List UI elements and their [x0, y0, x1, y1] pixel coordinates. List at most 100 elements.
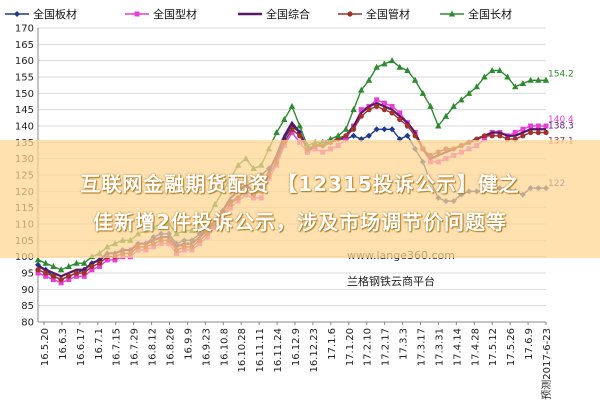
end-value-label: 154.2	[548, 69, 574, 79]
data-point	[358, 113, 364, 119]
data-point	[97, 263, 103, 269]
y-tick-label: 145	[15, 105, 34, 116]
y-tick-label: 85	[21, 301, 34, 312]
legend-entry: 全国板材	[5, 7, 77, 21]
data-point	[397, 116, 403, 123]
y-tick-label: 155	[15, 73, 34, 84]
data-point	[374, 97, 380, 103]
data-point	[96, 260, 103, 266]
x-tick-label: 17.1.20	[345, 328, 356, 366]
y-tick-label: 90	[21, 285, 34, 296]
data-point	[389, 126, 396, 133]
legend-label: 全国管材	[366, 7, 410, 21]
data-point	[512, 83, 519, 90]
data-point	[288, 102, 296, 109]
data-point	[497, 133, 503, 139]
data-point	[366, 107, 372, 113]
x-tick-label: 17.4.14	[452, 328, 463, 366]
x-tick-label: 17.3.31	[434, 328, 445, 366]
legend-label: 全国型材	[153, 7, 197, 21]
data-point	[520, 126, 526, 132]
data-point	[289, 130, 295, 136]
data-point	[435, 122, 442, 129]
data-point	[528, 123, 534, 129]
legend-label: 全国长材	[468, 7, 512, 21]
data-point	[388, 57, 396, 64]
data-point	[465, 89, 473, 96]
data-point	[411, 76, 419, 83]
x-tick-label: 16.11.24	[273, 328, 284, 373]
data-point	[273, 129, 280, 136]
x-tick-label: 16.12.23	[309, 328, 320, 373]
x-tick-label: 16.5.20	[40, 328, 51, 366]
data-point	[104, 257, 110, 263]
data-point	[504, 73, 511, 80]
data-point	[342, 125, 350, 132]
data-point	[89, 267, 95, 273]
data-point	[50, 273, 56, 279]
data-point	[58, 276, 64, 283]
x-tick-label: 17.4.28	[470, 328, 481, 366]
x-tick-label: 16.10.8	[219, 328, 230, 366]
legend: 全国板材 全国型材 全国综合 全国管材 全国长材	[5, 7, 512, 21]
data-point	[43, 273, 49, 279]
data-point	[373, 63, 380, 70]
data-point	[519, 80, 527, 87]
data-point	[57, 266, 65, 273]
data-point	[358, 107, 364, 113]
legend-entry: 全国长材	[440, 7, 512, 21]
legend-entry: 全国管材	[338, 7, 410, 21]
data-point	[134, 11, 140, 17]
data-point	[374, 103, 380, 109]
data-point	[404, 123, 411, 129]
data-point	[112, 257, 118, 263]
x-tick-label: 17.6.9	[524, 328, 535, 360]
data-point	[350, 106, 357, 113]
data-point	[543, 129, 549, 136]
data-point	[381, 60, 388, 67]
data-point	[347, 11, 353, 17]
data-point	[489, 133, 495, 139]
data-point	[66, 277, 72, 283]
x-tick-label: 16.9.23	[201, 328, 212, 366]
data-point	[404, 66, 411, 73]
data-point	[73, 273, 79, 279]
data-point	[528, 129, 534, 136]
data-point	[14, 11, 20, 17]
data-point	[89, 263, 95, 270]
y-tick-label: 170	[15, 24, 34, 35]
data-point	[350, 126, 357, 132]
x-tick-label: 16.9.9	[183, 328, 194, 360]
banner-line-1[interactable]: 互联网金融期货配资 【12315投诉公示】健之	[80, 172, 520, 196]
data-point	[397, 110, 403, 116]
y-tick-label: 95	[21, 269, 34, 280]
x-tick-label: 16.8.26	[166, 328, 177, 366]
ad-banner[interactable]: 互联网金融期货配资 【12315投诉公示】健之 佳新增2件投诉公示，涉及市场调节…	[0, 140, 600, 258]
data-point	[481, 133, 488, 139]
banner-line-2[interactable]: 佳新增2件投诉公示，涉及市场调节价问题等	[93, 210, 507, 234]
data-point	[427, 102, 434, 109]
x-tick-label: 16.6.17	[76, 328, 87, 366]
data-point	[281, 115, 288, 122]
data-point	[35, 267, 41, 273]
y-tick-label: 165	[15, 40, 34, 51]
data-point	[448, 10, 456, 17]
data-point	[81, 273, 87, 279]
data-point	[58, 280, 64, 286]
x-tick-label: 17.3.17	[417, 328, 428, 366]
data-point	[43, 270, 49, 276]
y-tick-label: 160	[15, 56, 34, 67]
x-tick-label: 16.7.29	[130, 328, 141, 366]
data-point	[289, 126, 295, 132]
x-tick-label: 16.7.1	[94, 328, 105, 360]
data-point	[543, 123, 549, 129]
data-point	[535, 76, 542, 83]
data-point	[381, 126, 388, 133]
legend-entry: 全国型材	[125, 7, 197, 21]
data-point	[512, 130, 518, 136]
data-point	[481, 136, 487, 142]
data-point	[473, 83, 480, 90]
x-tick-label: 17.2.10	[363, 328, 374, 366]
data-point	[350, 132, 357, 139]
